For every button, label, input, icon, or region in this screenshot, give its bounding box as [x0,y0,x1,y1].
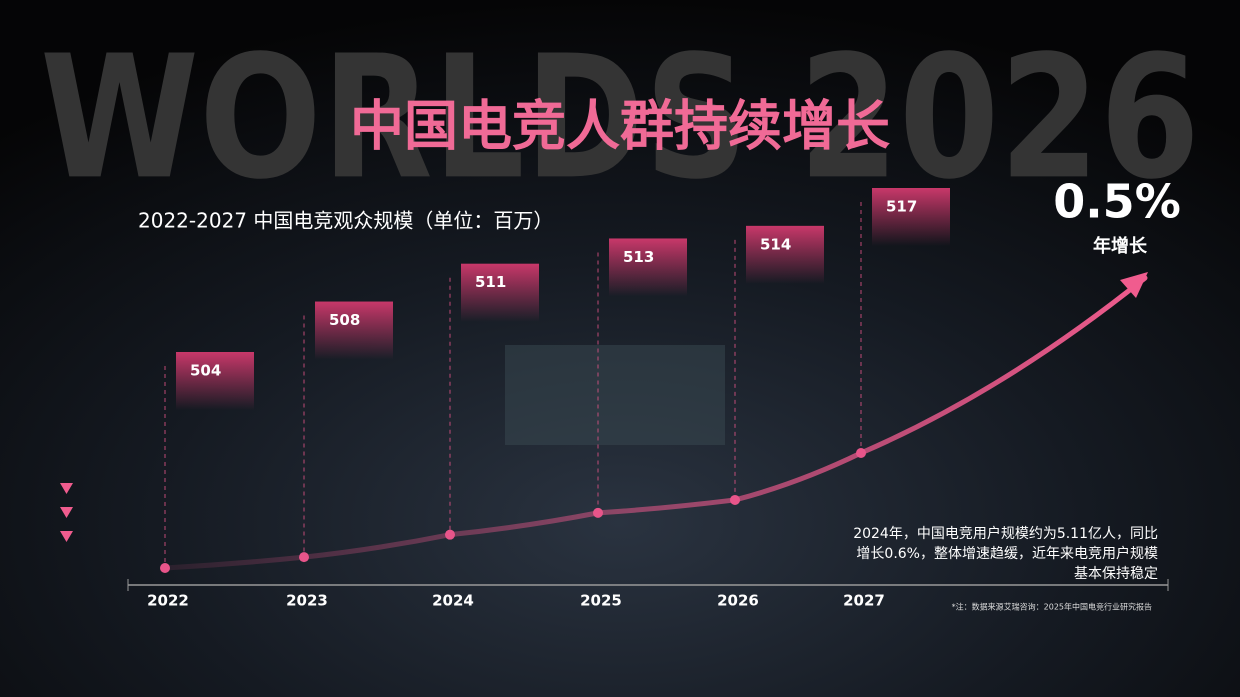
background-text: WORLDS 2026 [40,19,1200,217]
highlight-value: 0.5% [1053,175,1181,229]
highlight-label: 年增长 [1093,235,1148,257]
x-tick-label: 2022 [147,592,189,610]
x-tick-label: 2023 [286,592,328,610]
value-dot [730,494,740,505]
note-line: 基本保持稳定 [1074,565,1158,582]
value-label: 504 [190,362,221,380]
chart-title: 2022-2027 中国电竞观众规模（单位：百万） [138,209,553,233]
value-box [461,263,539,322]
value-label: 513 [623,248,654,266]
value-box [176,352,254,410]
value-dot [160,563,170,573]
x-tick-label: 2025 [580,592,622,610]
value-dot [445,529,455,540]
screen [505,345,725,445]
value-dot [593,507,603,518]
value-label: 517 [886,198,917,216]
x-tick-label: 2027 [843,592,885,610]
value-box [746,225,824,284]
value-dot [299,552,309,563]
value-label: 508 [329,311,360,329]
value-box [872,188,950,246]
arrow-head [1120,272,1148,298]
source: *注：数据来源艾瑞咨询：2025年中国电竞行业研究报告 [952,602,1152,612]
x-tick-label: 2026 [717,592,759,610]
value-label: 514 [760,235,791,253]
slide-title: 中国电竞人群持续增长 [350,95,890,158]
value-box [315,301,393,360]
value-box [609,238,687,297]
decor-triangles [60,483,73,542]
value-label: 511 [475,273,506,291]
value-dot [856,448,866,458]
note-line: 2024年，中国电竞用户规模约为5.11亿人，同比 [853,525,1158,542]
note-line: 增长0.6%，整体增速趋缓，近年来电竞用户规模 [856,545,1158,562]
growth-curve [162,275,1148,571]
x-tick-label: 2024 [432,592,474,610]
